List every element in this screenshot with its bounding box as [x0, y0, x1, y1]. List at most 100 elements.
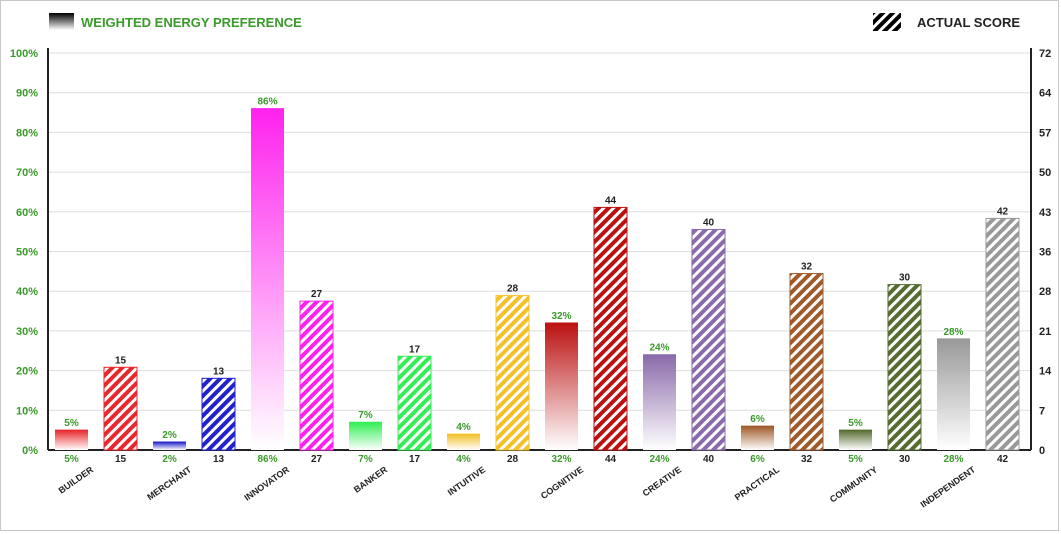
- left-tick-label: 60%: [16, 207, 38, 219]
- category-labels: BUILDER MERCHANT INNOVATOR BANKER INTUITIVE C…: [57, 464, 978, 509]
- actual-bar-banker: [397, 355, 432, 451]
- left-tick-label: 90%: [16, 88, 38, 100]
- left-tick-label: 0%: [22, 445, 38, 457]
- weighted-bar-cognitive: [545, 322, 578, 450]
- right-tick-label: 21: [1039, 326, 1051, 338]
- actual-bar-creative: [691, 228, 726, 451]
- weighted-bar-merchant: [153, 442, 186, 450]
- left-tick-label: 10%: [16, 405, 38, 417]
- actual-bar-practical: [789, 273, 824, 451]
- legend: WEIGHTED ENERGY PREFERENCE ACTUAL SCORE: [49, 13, 1020, 31]
- weighted-value-label: 28%: [943, 327, 963, 338]
- right-tick-label: 72: [1039, 48, 1051, 60]
- right-axis: 0 7 14 21 28 36 43 50 57 64 72: [1030, 48, 1052, 457]
- category-label-builder: BUILDER: [57, 464, 96, 495]
- category-label-creative: CREATIVE: [641, 464, 683, 498]
- right-tick-label: 0: [1039, 445, 1045, 457]
- legend-weighted-label: WEIGHTED ENERGY PREFERENCE: [81, 15, 302, 30]
- weighted-bar-creative: [643, 354, 676, 450]
- category-label-independent: INDEPENDENT: [919, 464, 978, 509]
- weighted-value-label: 32%: [551, 311, 571, 322]
- actual-bar-cognitive: [593, 206, 628, 451]
- weighted-value-label: 4%: [456, 422, 471, 433]
- weighted-bar-builder: [55, 430, 88, 450]
- actual-bar-intuitive: [495, 295, 530, 451]
- weighted-bar-intuitive: [447, 434, 480, 450]
- weighted-bar-community: [839, 430, 872, 450]
- legend-actual-swatch: [873, 13, 901, 31]
- right-tick-label: 7: [1039, 405, 1045, 417]
- category-label-merchant: MERCHANT: [145, 464, 193, 502]
- weighted-bar-independent: [937, 338, 970, 450]
- actual-bar-builder: [103, 366, 138, 451]
- left-tick-label: 40%: [16, 286, 38, 298]
- left-tick-label: 50%: [16, 247, 38, 259]
- actual-bottom-label: 15: [115, 454, 127, 465]
- weighted-bottom-label: 32%: [551, 454, 571, 465]
- weighted-bottom-label: 5%: [64, 454, 79, 465]
- actual-value-label: 15: [115, 355, 127, 366]
- actual-value-label: 17: [409, 344, 421, 355]
- legend-actual-label: ACTUAL SCORE: [917, 15, 1020, 30]
- left-tick-label: 100%: [10, 48, 38, 60]
- weighted-bottom-label: 7%: [358, 454, 373, 465]
- category-label-intuitive: INTUITIVE: [446, 464, 487, 497]
- left-tick-label: 20%: [16, 366, 38, 378]
- left-axis: 0% 10% 20% 30% 40% 50% 60% 70% 80% 90% 100%: [10, 48, 49, 457]
- category-label-banker: BANKER: [352, 464, 390, 495]
- right-tick-label: 28: [1039, 286, 1051, 298]
- actual-value-label: 28: [507, 284, 519, 295]
- weighted-bar-innovator: [251, 108, 284, 450]
- actual-bottom-label: 27: [311, 454, 323, 465]
- left-tick-label: 80%: [16, 127, 38, 139]
- weighted-bottom-label: 5%: [848, 454, 863, 465]
- weighted-value-label: 2%: [162, 430, 177, 441]
- right-tick-label: 36: [1039, 247, 1051, 259]
- bottom-value-labels: 5% 15 2% 13 86% 27 7% 17 4% 28 32% 44 24% 40 6% 32 5% 30 2…: [64, 454, 1008, 465]
- left-tick-label: 30%: [16, 326, 38, 338]
- left-tick-label: 70%: [16, 167, 38, 179]
- right-tick-label: 14: [1039, 366, 1052, 378]
- actual-value-label: 27: [311, 289, 323, 300]
- category-label-community: COMMUNITY: [828, 464, 879, 504]
- weighted-bottom-label: 6%: [750, 454, 765, 465]
- actual-bottom-label: 28: [507, 454, 519, 465]
- bars: [55, 108, 1020, 451]
- actual-value-label: 40: [703, 217, 715, 228]
- right-tick-label: 57: [1039, 127, 1051, 139]
- data-labels: 5% 15 2% 13 86% 27 7% 17 4% 28 32% 44 24% 40 6% 32 5% 30 2…: [64, 97, 1008, 441]
- actual-bottom-label: 32: [801, 454, 813, 465]
- actual-bar-independent: [985, 217, 1020, 451]
- actual-bottom-label: 44: [605, 454, 617, 465]
- weighted-value-label: 5%: [64, 418, 79, 429]
- grid-lines: [48, 52, 1031, 451]
- weighted-value-label: 86%: [257, 97, 277, 108]
- weighted-bottom-label: 24%: [649, 454, 669, 465]
- actual-bottom-label: 40: [703, 454, 715, 465]
- actual-bottom-label: 13: [213, 454, 225, 465]
- right-tick-label: 64: [1039, 88, 1052, 100]
- legend-weighted-swatch: [49, 13, 74, 30]
- weighted-value-label: 24%: [649, 343, 669, 354]
- actual-value-label: 44: [605, 195, 617, 206]
- actual-bottom-label: 42: [997, 454, 1009, 465]
- right-tick-label: 50: [1039, 167, 1051, 179]
- category-label-cognitive: COGNITIVE: [539, 464, 585, 501]
- weighted-value-label: 6%: [750, 414, 765, 425]
- right-tick-label: 43: [1039, 207, 1051, 219]
- weighted-bar-banker: [349, 422, 382, 450]
- actual-bar-merchant: [201, 377, 236, 451]
- weighted-value-label: 7%: [358, 410, 373, 421]
- weighted-bottom-label: 4%: [456, 454, 471, 465]
- category-label-innovator: INNOVATOR: [242, 464, 291, 503]
- actual-value-label: 32: [801, 262, 813, 273]
- actual-value-label: 13: [213, 366, 225, 377]
- weighted-bottom-label: 28%: [943, 454, 963, 465]
- actual-bottom-label: 17: [409, 454, 421, 465]
- actual-bottom-label: 30: [899, 454, 911, 465]
- weighted-value-label: 5%: [848, 418, 863, 429]
- actual-bar-community: [887, 284, 922, 451]
- weighted-bottom-label: 2%: [162, 454, 177, 465]
